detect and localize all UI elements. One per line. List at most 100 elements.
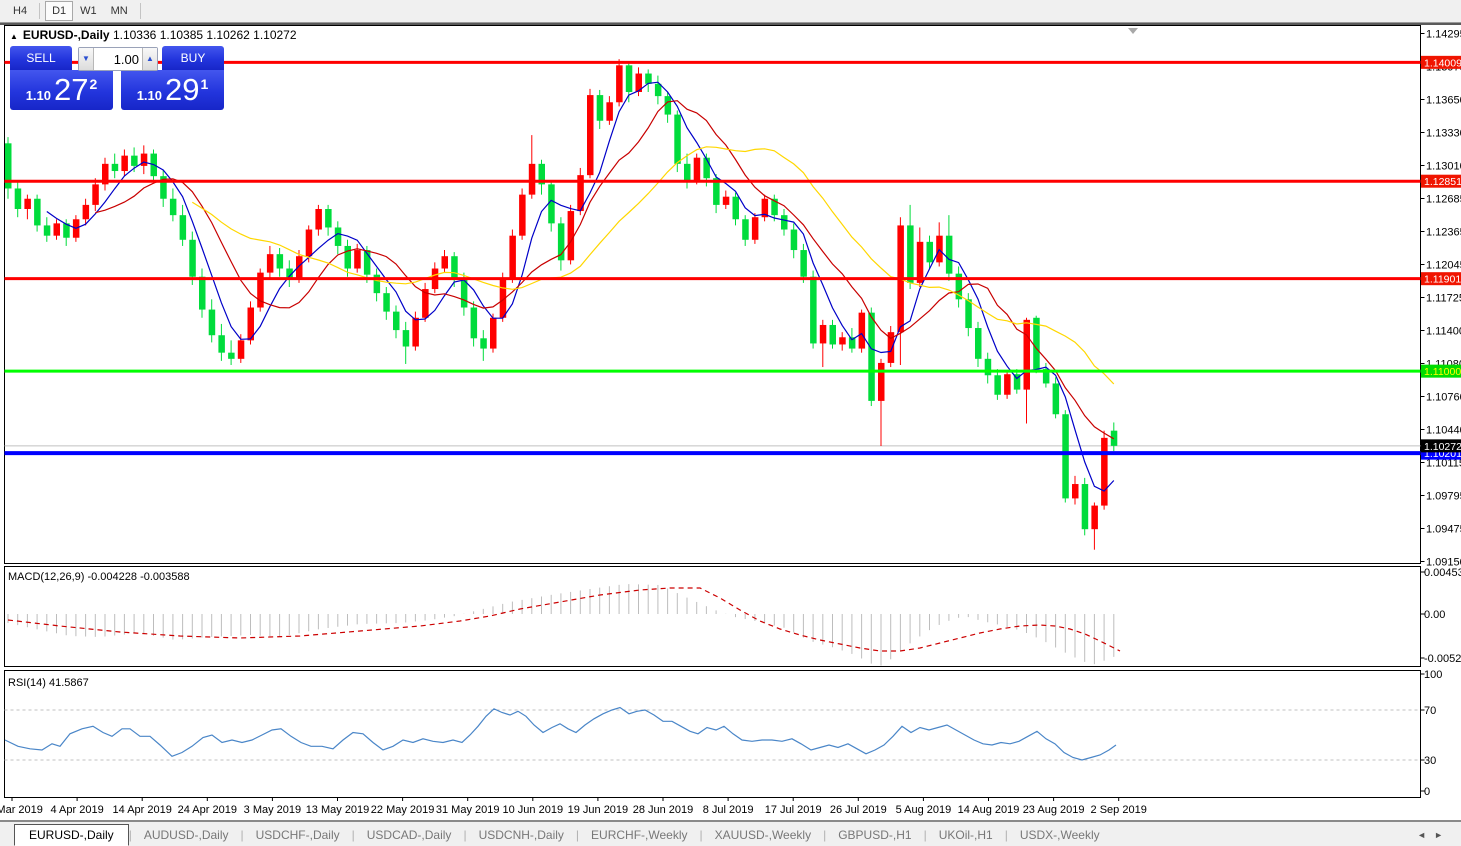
svg-text:13 May 2019: 13 May 2019: [306, 804, 370, 816]
timeframe-d1-button[interactable]: D1: [45, 1, 74, 21]
ma-20-line: [191, 146, 1115, 385]
tab-separator: |: [240, 828, 244, 842]
window-top-edge: [0, 22, 1461, 25]
svg-text:26 Jul 2019: 26 Jul 2019: [830, 804, 887, 816]
chart-tab-usdcad-daily[interactable]: USDCAD-,Daily: [366, 828, 452, 842]
macd-histogram: [7, 584, 1115, 666]
macd-signal-line: [7, 587, 1121, 652]
rsi-line: [4, 706, 1117, 761]
svg-text:17 Jul 2019: 17 Jul 2019: [765, 804, 822, 816]
svg-text:1.12685: 1.12685: [1426, 194, 1461, 206]
svg-text:1.12045: 1.12045: [1426, 260, 1461, 272]
svg-text:1.11000: 1.11000: [1424, 366, 1461, 378]
svg-text:4 Apr 2019: 4 Apr 2019: [50, 804, 103, 816]
macd-pane[interactable]: [4, 566, 1421, 667]
tabs-scroll-right-icon[interactable]: ►: [1434, 830, 1451, 840]
ohlc-high: 1.10385: [159, 28, 204, 42]
buy-price-button[interactable]: 1.10 29 1: [121, 70, 224, 110]
svg-text:1.13330: 1.13330: [1426, 128, 1461, 140]
svg-text:23 Aug 2019: 23 Aug 2019: [1023, 804, 1085, 816]
chart-tab-eurusd-daily[interactable]: EURUSD-,Daily: [14, 824, 129, 846]
axis-badge-1.12851: 1.12851: [1421, 174, 1461, 188]
tab-separator: |: [699, 828, 703, 842]
buy-button[interactable]: BUY: [162, 46, 224, 71]
chart-shift-marker-icon[interactable]: [1128, 28, 1138, 34]
sell-price-pip: 2: [89, 76, 98, 92]
volume-input[interactable]: [94, 48, 142, 70]
chart-title: ▲ EURUSD-,Daily 1.10336 1.10385 1.10262 1…: [10, 28, 297, 42]
chart-tab-ukoil-h1[interactable]: UKOil-,H1: [938, 828, 993, 842]
toolbar-separator: [139, 3, 141, 19]
timeframe-mn-button[interactable]: MN: [104, 1, 135, 21]
svg-text:0: 0: [1424, 786, 1430, 798]
sell-price-button[interactable]: 1.10 27 2: [10, 70, 113, 110]
svg-text:22 May 2019: 22 May 2019: [371, 804, 435, 816]
chart-tab-audusd-daily[interactable]: AUDUSD-,Daily: [143, 828, 229, 842]
macd-label: MACD(12,26,9) -0.004228 -0.003588: [8, 571, 190, 583]
svg-text:14 Apr 2019: 14 Apr 2019: [113, 804, 172, 816]
ohlc-open: 1.10336: [112, 28, 157, 42]
axis-badge-1.11901: 1.11901: [1421, 272, 1461, 286]
svg-text:1.14295: 1.14295: [1426, 29, 1461, 41]
svg-text:100: 100: [1424, 669, 1442, 681]
svg-text:1.11725: 1.11725: [1426, 293, 1461, 305]
svg-text:19 Jun 2019: 19 Jun 2019: [568, 804, 629, 816]
svg-text:3 May 2019: 3 May 2019: [244, 804, 301, 816]
svg-text:30: 30: [1424, 755, 1436, 767]
date-axis: 26 Mar 2019 4 Apr 2019 14 Apr 2019 24 Apr 2…: [0, 797, 1147, 816]
svg-text:5 Aug 2019: 5 Aug 2019: [896, 804, 952, 816]
svg-text:1.13010: 1.13010: [1426, 161, 1461, 173]
timeframe-h4-button[interactable]: H4: [6, 1, 34, 21]
svg-text:1.12365: 1.12365: [1426, 227, 1461, 239]
price-pane[interactable]: [4, 25, 1421, 564]
candles-layer[interactable]: [5, 59, 1118, 550]
sell-button[interactable]: SELL: [10, 46, 72, 71]
svg-text:14 Aug 2019: 14 Aug 2019: [958, 804, 1020, 816]
tab-separator: |: [351, 828, 355, 842]
svg-text:26 Mar 2019: 26 Mar 2019: [0, 804, 43, 816]
buy-price-big: 29: [165, 72, 200, 107]
rsi-pane[interactable]: [4, 670, 1421, 798]
tab-separator: |: [823, 828, 827, 842]
svg-text:1.11901: 1.11901: [1424, 274, 1461, 286]
svg-text:10 Jun 2019: 10 Jun 2019: [503, 804, 564, 816]
axis-badge-1.11000: 1.11000: [1421, 364, 1461, 378]
chart-tab-usdchf-daily[interactable]: USDCHF-,Daily: [255, 828, 340, 842]
svg-text:1.10115: 1.10115: [1426, 458, 1461, 470]
tab-separator: |: [463, 828, 467, 842]
tab-separator: |: [923, 828, 927, 842]
chart-tab-usdx-weekly[interactable]: USDX-,Weekly: [1019, 828, 1100, 842]
svg-text:1.12851: 1.12851: [1424, 176, 1461, 188]
svg-text:1.09795: 1.09795: [1426, 491, 1461, 503]
svg-text:1.11400: 1.11400: [1426, 326, 1461, 338]
sell-price-big: 27: [54, 72, 89, 107]
tabs-scroll-left-icon[interactable]: ◄: [1417, 830, 1435, 840]
panel-collapse-icon[interactable]: ▲: [10, 32, 18, 41]
svg-text:1.14009: 1.14009: [1424, 57, 1461, 69]
volume-decrease-icon[interactable]: ▼: [79, 48, 94, 70]
symbol-period-label: EURUSD-,Daily: [22, 28, 110, 42]
volume-increase-icon[interactable]: ▲: [142, 48, 157, 70]
buy-price-pip: 1: [200, 76, 209, 92]
chart-tab-bar: EURUSD-,Daily | AUDUSD-,Daily | USDCHF-,Dail…: [0, 820, 1461, 846]
svg-text:1.10272: 1.10272: [1424, 441, 1461, 453]
chart-tab-eurchf-weekly[interactable]: EURCHF-,Weekly: [591, 828, 688, 842]
rsi-label: RSI(14) 41.5867: [8, 677, 89, 689]
chart-tab-xauusd-weekly[interactable]: XAUUSD-,Weekly: [714, 828, 812, 842]
svg-text:2 Sep 2019: 2 Sep 2019: [1091, 804, 1147, 816]
svg-text:0.004536: 0.004536: [1424, 567, 1461, 579]
chart-tab-usdcnh-daily[interactable]: USDCNH-,Daily: [478, 828, 564, 842]
svg-text:24 Apr 2019: 24 Apr 2019: [178, 804, 237, 816]
axis-badge-1.14009: 1.14009: [1421, 55, 1461, 69]
current-price-badge: 1.10272: [1421, 439, 1461, 453]
svg-text:31 May 2019: 31 May 2019: [436, 804, 500, 816]
ohlc-close: 1.10272: [253, 28, 297, 42]
one-click-trading-panel: SELL ▼ ▲ BUY 1.10 27 2 1.10 29 1: [10, 46, 224, 110]
svg-text:-0.005205: -0.005205: [1424, 653, 1461, 665]
timeframe-w1-button[interactable]: W1: [73, 1, 104, 21]
chart-tab-gbpusd-h1[interactable]: GBPUSD-,H1: [838, 828, 912, 842]
svg-text:8 Jul 2019: 8 Jul 2019: [703, 804, 754, 816]
